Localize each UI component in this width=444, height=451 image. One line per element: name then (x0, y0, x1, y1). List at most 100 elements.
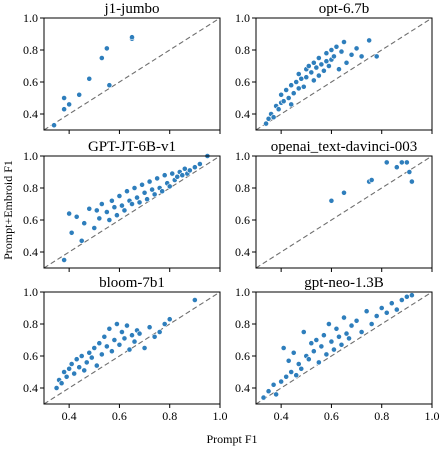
y-axis-label: Prompt+Embroid F1 (1, 160, 15, 260)
data-point (270, 114, 277, 121)
data-point (103, 343, 110, 350)
data-point (159, 188, 166, 195)
data-point (408, 292, 415, 299)
data-point (166, 316, 173, 323)
data-point (310, 59, 317, 66)
data-point (124, 322, 130, 329)
data-point (280, 98, 287, 105)
data-point (53, 385, 60, 391)
data-point (353, 45, 360, 52)
data-point (323, 58, 330, 65)
data-point (293, 372, 300, 379)
y-tick-label: 0.8 (23, 43, 38, 57)
data-point (275, 106, 282, 113)
data-point (408, 178, 415, 185)
subplot-0: j1-jumbo 0.4 0.6 0.8 1.0 (23, 1, 221, 134)
data-point (341, 39, 347, 45)
y-tick-label: 0.6 (235, 213, 250, 227)
data-point (315, 72, 322, 79)
subplot-title: bloom-7b1 (99, 275, 165, 291)
data-point (146, 324, 153, 331)
data-point (61, 95, 68, 101)
data-point (308, 340, 315, 347)
data-point (313, 64, 320, 71)
subplot-title: openai_text-davinci-003 (271, 139, 418, 155)
data-point (146, 178, 153, 185)
data-point (124, 188, 130, 195)
data-point (154, 175, 161, 182)
data-point (63, 373, 70, 380)
data-point (393, 306, 400, 313)
subplot-5: gpt-neo-1.3B 0.4 0.6 0.8 1.0 0.4 0.6 0.8 1.0 (235, 275, 440, 423)
data-point (121, 207, 128, 214)
y-tick-label: 0.4 (23, 107, 38, 121)
data-point (86, 205, 93, 212)
data-point (323, 351, 330, 358)
data-point (106, 82, 113, 89)
data-point (91, 345, 98, 351)
data-point (126, 346, 133, 353)
y-tick-label: 0.6 (23, 213, 38, 227)
data-point (144, 196, 150, 203)
data-point (363, 308, 370, 315)
x-tick-label: 0.8 (374, 409, 389, 423)
data-point (181, 165, 188, 172)
data-point (303, 74, 310, 81)
data-point (51, 122, 57, 129)
data-point (71, 370, 78, 377)
data-point (191, 164, 198, 171)
subplot-title: opt-6.7b (319, 1, 369, 17)
data-point (98, 201, 105, 207)
data-point (169, 170, 176, 177)
y-tick-label: 0.8 (235, 43, 250, 57)
data-point (270, 381, 277, 388)
data-point (288, 101, 295, 108)
data-point (93, 362, 100, 369)
data-point (83, 359, 90, 366)
diagonal-reference-line (255, 155, 433, 269)
data-point (378, 305, 385, 311)
data-point (383, 159, 390, 166)
data-point (156, 329, 163, 335)
data-point (119, 329, 125, 335)
data-point (68, 361, 75, 367)
data-point (78, 237, 85, 244)
data-point (98, 55, 105, 61)
plot-frame (43, 291, 221, 405)
data-point (341, 314, 347, 321)
y-tick-label: 0.4 (235, 107, 250, 121)
data-point (298, 365, 305, 372)
data-point (108, 348, 115, 355)
plot-frame (255, 155, 433, 269)
data-point (66, 210, 73, 217)
y-tick-label: 0.4 (23, 245, 38, 259)
data-point (278, 91, 285, 98)
data-point (346, 335, 352, 342)
data-point (398, 297, 405, 303)
data-point (318, 343, 325, 350)
y-tick-label: 0.6 (23, 349, 38, 363)
x-axis-label: Prompt F1 (206, 432, 257, 446)
data-point (129, 332, 135, 339)
data-point (283, 87, 290, 93)
data-point (179, 172, 186, 179)
data-point (131, 185, 138, 191)
data-point (141, 189, 148, 196)
y-tick-label: 1.0 (23, 285, 38, 299)
data-point (320, 67, 327, 74)
plot-frame (43, 155, 221, 269)
data-point (280, 345, 287, 351)
data-point (295, 85, 302, 92)
data-point (103, 45, 110, 52)
data-point (295, 71, 302, 77)
data-point (373, 313, 380, 319)
plot-frame (255, 291, 433, 405)
data-point (310, 348, 317, 355)
y-tick-label: 1.0 (235, 285, 250, 299)
data-point (116, 193, 123, 199)
data-point (366, 37, 373, 44)
data-point (283, 373, 290, 380)
data-point (333, 43, 340, 50)
data-point (91, 225, 98, 231)
data-point (66, 365, 73, 372)
